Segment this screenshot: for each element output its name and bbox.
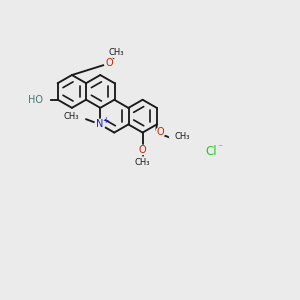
- Text: +: +: [102, 116, 108, 125]
- Text: CH₃: CH₃: [64, 112, 79, 122]
- Text: N: N: [96, 119, 103, 129]
- Circle shape: [169, 131, 180, 142]
- Circle shape: [111, 47, 122, 58]
- Circle shape: [104, 58, 115, 68]
- Circle shape: [156, 128, 165, 137]
- Text: CH₃: CH₃: [135, 158, 150, 166]
- Text: HO: HO: [28, 94, 43, 105]
- Text: O: O: [156, 127, 164, 137]
- Circle shape: [95, 119, 105, 129]
- Text: CH₃: CH₃: [175, 132, 190, 141]
- Circle shape: [138, 145, 147, 154]
- Text: CH₃: CH₃: [109, 48, 124, 57]
- Text: O: O: [106, 58, 113, 68]
- Circle shape: [73, 111, 85, 123]
- Text: Cl: Cl: [205, 145, 217, 158]
- Circle shape: [137, 157, 148, 167]
- Text: O: O: [139, 145, 146, 155]
- Text: ⁻: ⁻: [218, 143, 223, 153]
- Circle shape: [35, 93, 50, 106]
